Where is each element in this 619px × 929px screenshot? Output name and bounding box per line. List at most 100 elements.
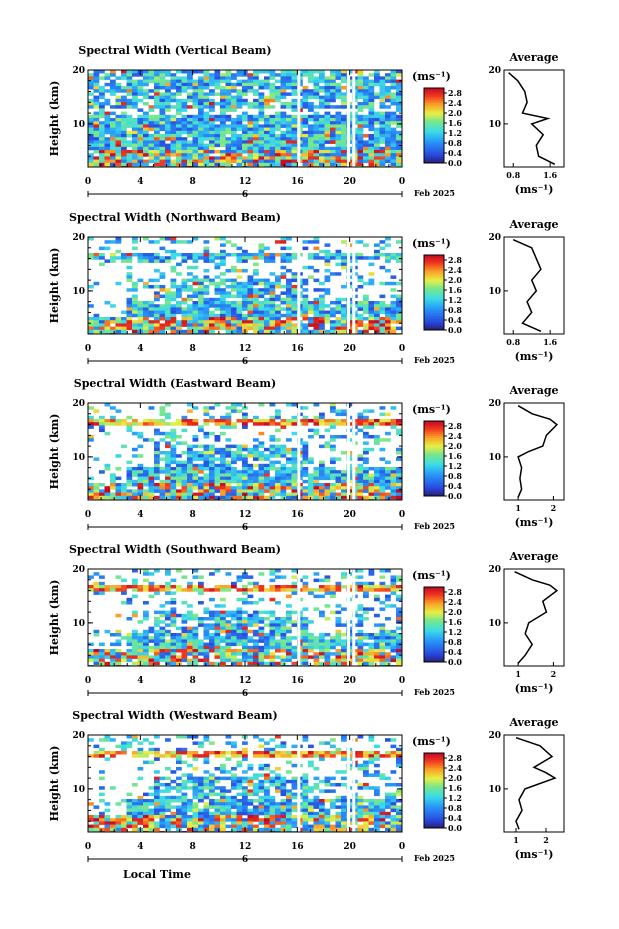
heatmap-cell [368, 479, 375, 484]
heatmap-cell [368, 495, 375, 500]
heatmap-cell [143, 82, 149, 87]
heatmap-cell [269, 130, 276, 135]
data-gap [347, 70, 351, 167]
heatmap-cell [187, 76, 193, 80]
heatmap-cell [379, 642, 386, 647]
heatmap-cell [192, 486, 199, 490]
heatmap-cell [236, 105, 243, 109]
heatmap-cell [99, 130, 105, 135]
heatmap-cell [225, 95, 232, 100]
heatmap-cell [104, 326, 111, 331]
heatmap-cell [368, 89, 375, 93]
heatmap-cell [330, 470, 336, 474]
heatmap-cell [258, 130, 265, 135]
heatmap-cell [357, 146, 364, 151]
heatmap-cell [302, 162, 309, 167]
heatmap-cell [148, 108, 155, 112]
heatmap-cell [324, 259, 331, 263]
heatmap-cell [302, 444, 309, 449]
heatmap-cell [308, 105, 314, 109]
heatmap-cell [291, 291, 298, 295]
heatmap-cell [165, 588, 171, 592]
heatmap-cell [231, 473, 237, 477]
heatmap-cell [181, 645, 188, 650]
heatmap-cell [258, 597, 265, 602]
heatmap-cell [368, 137, 375, 141]
heatmap-cell [209, 146, 215, 151]
heatmap-cell [269, 610, 276, 615]
x-tick-label: 16 [291, 510, 304, 520]
heatmap-cell [154, 304, 160, 308]
heatmap-cell [253, 281, 259, 286]
heatmap-cell [319, 95, 325, 100]
heatmap-cell [220, 124, 226, 128]
heatmap-cell [126, 301, 133, 305]
heatmap-cell [379, 645, 386, 650]
heatmap-cell [187, 652, 193, 656]
heatmap-cell [159, 629, 166, 634]
heatmap-cell [181, 105, 188, 109]
heatmap-cell [115, 492, 122, 497]
heatmap-cell [99, 658, 105, 663]
heatmap-cell [126, 143, 133, 148]
heatmap-cell [341, 240, 347, 244]
heatmap-cell [341, 73, 347, 77]
heatmap-cell [115, 588, 122, 592]
heatmap-cell [313, 70, 320, 74]
heatmap-cell [143, 645, 149, 650]
heatmap-cell [132, 483, 138, 487]
heatmap-cell [363, 329, 369, 334]
heatmap-cell [269, 486, 276, 490]
heatmap-cell [187, 92, 193, 96]
heatmap-cell [286, 269, 292, 273]
heatmap-cell [132, 489, 138, 493]
heatmap-cell [258, 92, 265, 96]
heatmap-cell [198, 297, 204, 302]
heatmap-cell [324, 467, 331, 471]
heatmap-cell [253, 253, 259, 257]
heatmap-cell [110, 121, 116, 125]
panel-title: Spectral Width (Northward Beam) [69, 211, 281, 224]
heatmap-cell [247, 613, 254, 618]
heatmap-cell [231, 294, 237, 299]
heatmap-cell [154, 661, 160, 666]
heatmap-cell [269, 578, 276, 583]
heatmap-cell [258, 127, 265, 132]
heatmap-cell [93, 95, 100, 100]
heatmap-cell [379, 661, 386, 666]
heatmap-cell [214, 70, 221, 74]
colorbar-swatch [424, 273, 444, 277]
heatmap-cell [192, 114, 199, 119]
heatmap-cell [104, 153, 111, 157]
heatmap-cell [88, 79, 94, 84]
heatmap-cell [88, 415, 94, 420]
heatmap-cell [313, 111, 320, 116]
heatmap-cell [88, 86, 94, 90]
heatmap-cell [242, 489, 248, 493]
heatmap-cell [379, 114, 386, 119]
heatmap-cell [247, 150, 254, 154]
heatmap-cell [379, 585, 386, 589]
average-y-tick-label: 10 [488, 453, 501, 463]
heatmap-cell [236, 140, 243, 144]
heatmap-cell [203, 655, 210, 659]
heatmap-cell [236, 447, 243, 452]
heatmap-cell [253, 620, 259, 624]
heatmap-cell [170, 451, 177, 455]
heatmap-cell [396, 159, 402, 164]
heatmap-cell [220, 249, 226, 254]
heatmap-cell [93, 130, 100, 135]
heatmap-cell [291, 661, 298, 666]
heatmap-cell [203, 153, 210, 157]
heatmap-cell [242, 626, 248, 631]
colorbar-swatch [424, 288, 444, 292]
heatmap-cell [192, 470, 199, 474]
heatmap-cell [330, 146, 336, 151]
heatmap-cell [368, 649, 375, 653]
heatmap-cell [99, 146, 105, 151]
heatmap-cell [165, 323, 171, 327]
heatmap-cell [126, 92, 133, 96]
heatmap-cell [231, 329, 237, 334]
colorbar-swatch [424, 456, 444, 459]
colorbar-swatch [424, 91, 444, 95]
